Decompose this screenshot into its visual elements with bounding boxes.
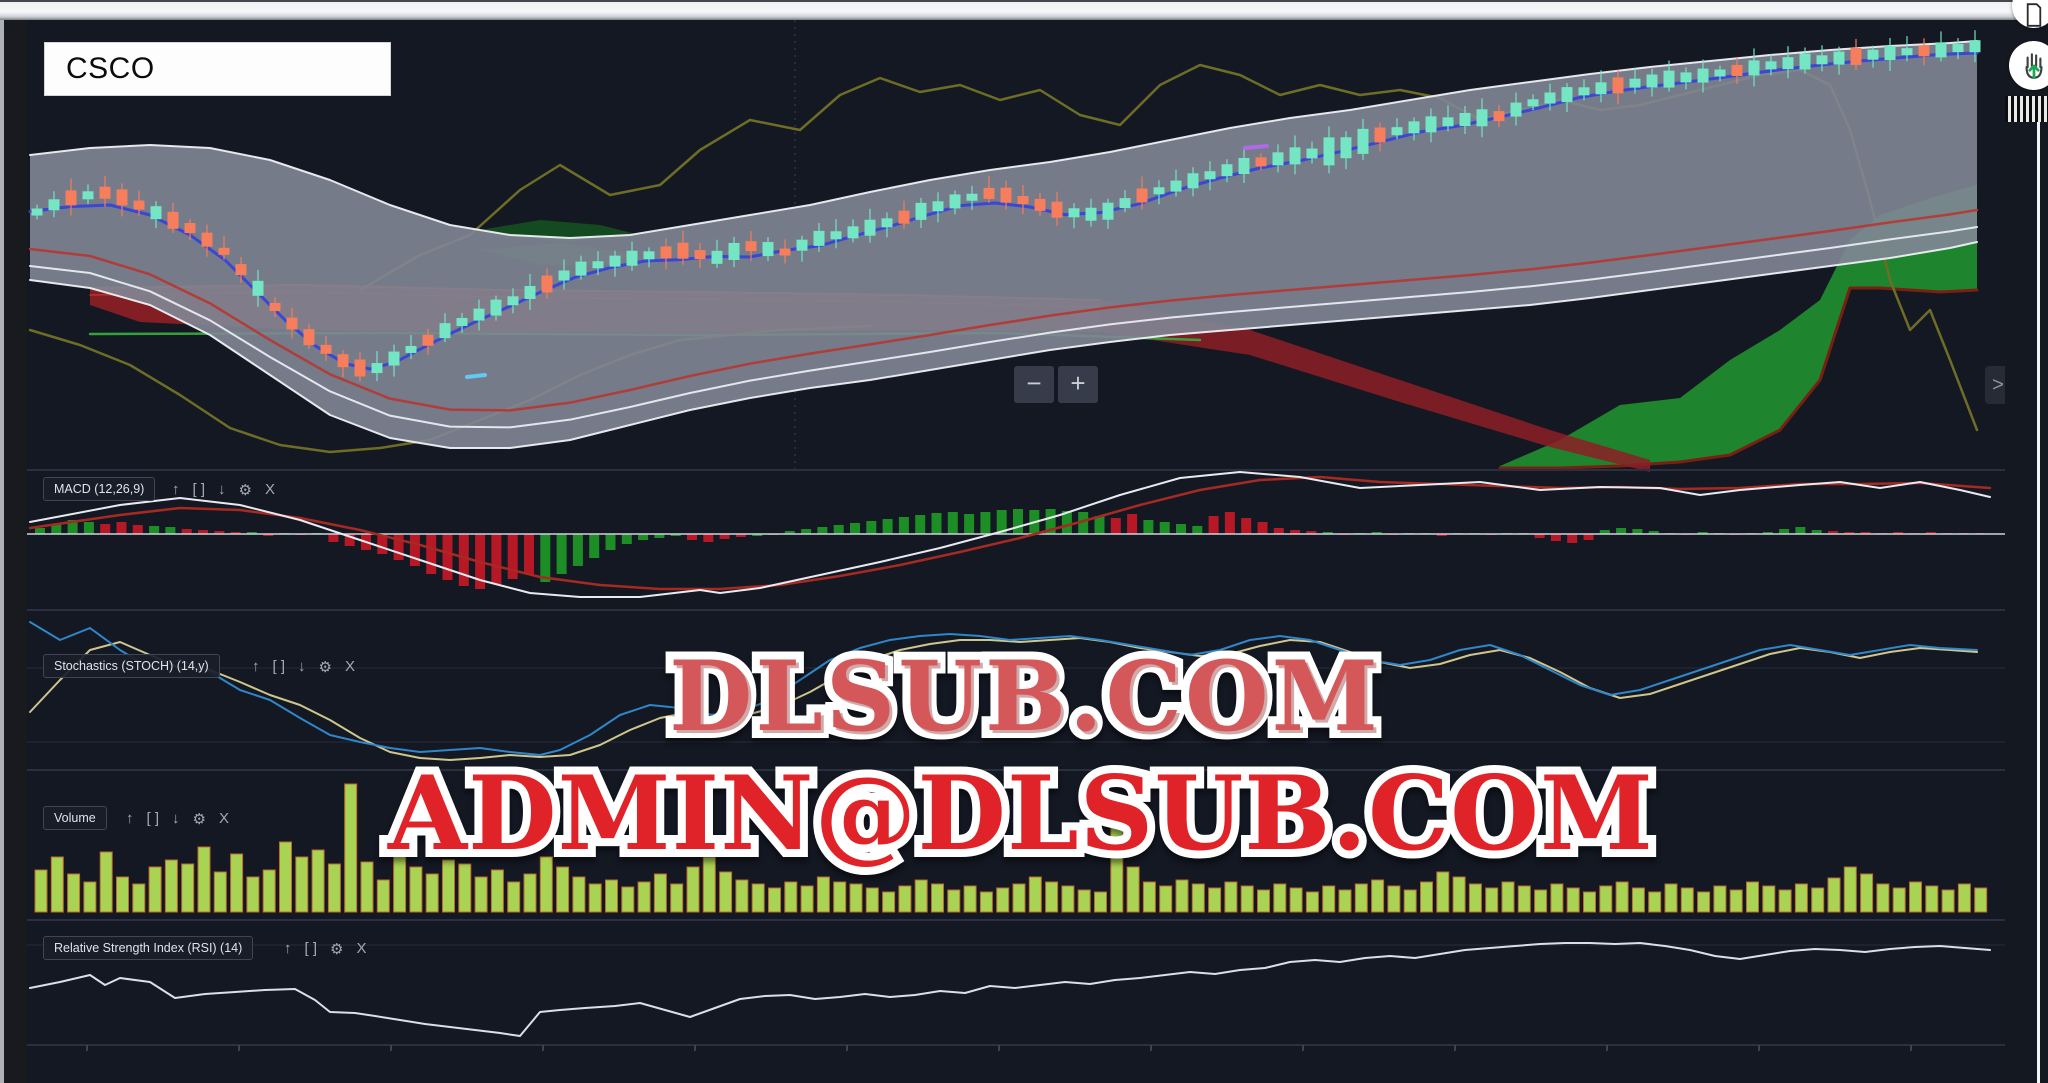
move-up-icon[interactable]: ↑ bbox=[172, 481, 180, 498]
maximize-icon[interactable]: [ ] bbox=[146, 810, 160, 827]
left-window-border bbox=[0, 20, 27, 1083]
striped-widget bbox=[2005, 96, 2048, 122]
settings-gear-icon[interactable]: ⚙ bbox=[318, 658, 332, 676]
watermark-line1: DLSUB.COM bbox=[669, 640, 1381, 753]
move-up-icon[interactable]: ↑ bbox=[284, 940, 292, 957]
hand-up-arrow-icon bbox=[2025, 52, 2042, 79]
scrollbar-line bbox=[2037, 118, 2040, 1083]
macd-label-chip[interactable]: MACD (12,26,9) bbox=[43, 477, 156, 501]
stoch-toolbar: ↑ [ ] ↓ ⚙ X bbox=[252, 654, 355, 679]
move-down-icon[interactable]: ↓ bbox=[218, 481, 226, 498]
move-up-icon[interactable]: ↑ bbox=[126, 810, 134, 827]
zoom-controls: − + bbox=[1014, 366, 1098, 403]
symbol-input[interactable]: CSCO bbox=[45, 43, 390, 95]
right-scrollbar-track[interactable] bbox=[2005, 20, 2048, 1083]
settings-gear-icon[interactable]: ⚙ bbox=[330, 940, 344, 958]
move-up-icon[interactable]: ↑ bbox=[252, 658, 260, 675]
rsi-toolbar: ↑ [ ] ⚙ X bbox=[284, 936, 366, 961]
rsi-label-chip[interactable]: Relative Strength Index (RSI) (14) bbox=[43, 936, 254, 960]
move-down-icon[interactable]: ↓ bbox=[298, 658, 306, 675]
volume-toolbar: ↑ [ ] ↓ ⚙ X bbox=[126, 806, 229, 831]
document-icon bbox=[2026, 3, 2042, 27]
hand-pointer-floating-button[interactable] bbox=[2009, 41, 2048, 90]
close-icon[interactable]: X bbox=[344, 658, 355, 675]
macd-toolbar: ↑ [ ] ↓ ⚙ X bbox=[172, 477, 275, 502]
maximize-icon[interactable]: [ ] bbox=[272, 658, 286, 675]
move-down-icon[interactable]: ↓ bbox=[172, 810, 180, 827]
settings-gear-icon[interactable]: ⚙ bbox=[238, 481, 252, 499]
chart-canvas[interactable] bbox=[27, 20, 2007, 1083]
close-icon[interactable]: X bbox=[356, 940, 367, 957]
watermark-line2: ADMIN@DLSUB.COM bbox=[388, 754, 1654, 874]
stoch-label-chip[interactable]: Stochastics (STOCH) (14,y) bbox=[43, 654, 220, 678]
close-icon[interactable]: X bbox=[264, 481, 275, 498]
volume-label-chip[interactable]: Volume bbox=[43, 806, 107, 830]
settings-gear-icon[interactable]: ⚙ bbox=[192, 810, 206, 828]
maximize-icon[interactable]: [ ] bbox=[304, 940, 318, 957]
zoom-in-button[interactable]: + bbox=[1058, 366, 1098, 403]
browser-top-strip bbox=[0, 0, 2048, 20]
zoom-out-button[interactable]: − bbox=[1014, 366, 1054, 403]
maximize-icon[interactable]: [ ] bbox=[192, 481, 206, 498]
close-icon[interactable]: X bbox=[218, 810, 229, 827]
